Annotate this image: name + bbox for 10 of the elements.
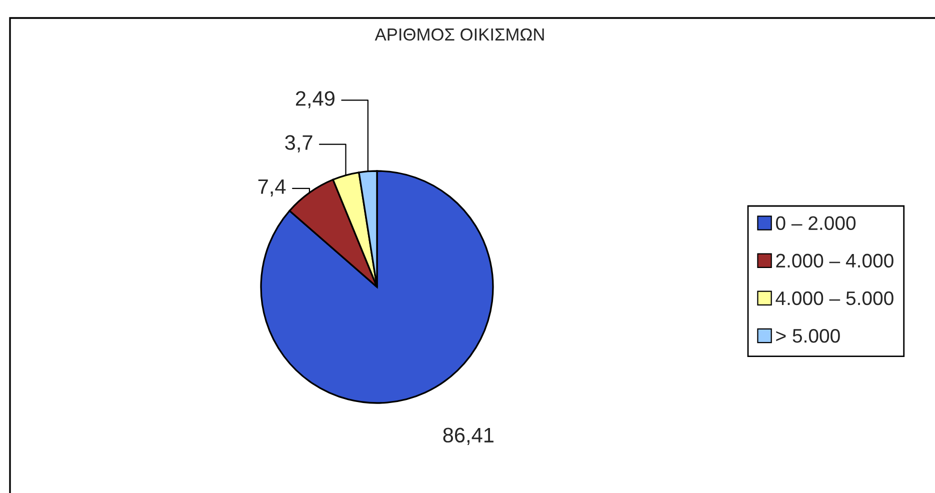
data-label: 2,49 (296, 91, 334, 108)
data-label: 3,7 (285, 135, 312, 152)
legend-label: > 5.000 (776, 328, 840, 343)
pie-slice (260, 170, 494, 404)
legend-label: 4.000 – 5.000 (776, 291, 894, 306)
data-label: 7,4 (258, 179, 286, 196)
chart-title: ΑΡΙΘΜΟΣ ΟΙΚΙΣΜΩΝ (374, 28, 544, 41)
legend-label: 0 – 2.000 (776, 216, 856, 230)
legend-label: 2.000 – 4.000 (776, 254, 894, 268)
data-label: 86,41 (443, 428, 494, 445)
